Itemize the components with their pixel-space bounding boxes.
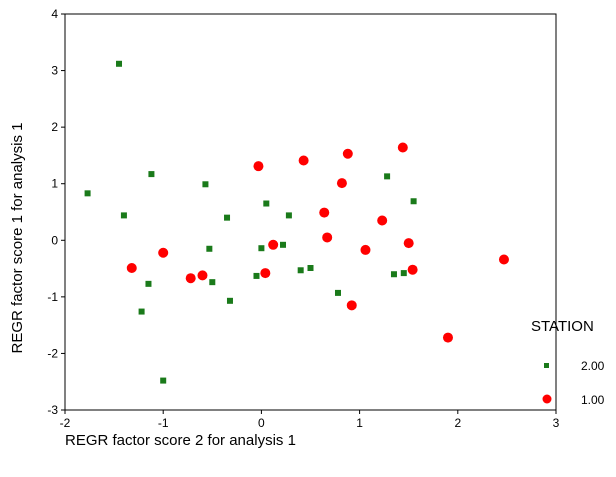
point-station-1-00 [498, 254, 509, 265]
point-station-1-00 [397, 142, 408, 153]
point-station-2-00 [226, 297, 233, 304]
point-station-1-00 [298, 155, 309, 166]
point-station-1-00 [377, 215, 388, 226]
point-station-2-00 [160, 377, 167, 384]
point-station-1-00 [268, 239, 279, 250]
point-station-2-00 [148, 171, 155, 178]
point-station-1-00 [336, 178, 347, 189]
x-tick-label: 2 [454, 416, 461, 430]
y-tick-label: 1 [51, 177, 58, 191]
legend-marker-circle [542, 394, 552, 404]
point-station-1-00 [319, 207, 330, 218]
point-station-2-00 [390, 271, 397, 278]
point-station-2-00 [400, 270, 407, 277]
point-station-2-00 [263, 200, 270, 207]
point-station-2-00 [258, 245, 265, 252]
legend-marker-square [544, 363, 549, 368]
legend-label-1-00: 1.00 [581, 393, 605, 407]
point-station-1-00 [253, 161, 264, 172]
point-station-2-00 [224, 214, 231, 221]
y-tick-label: 0 [51, 233, 58, 247]
data-points [84, 60, 509, 384]
point-station-1-00 [342, 148, 353, 159]
x-tick-label: 1 [356, 416, 363, 430]
x-tick-label: 0 [258, 416, 265, 430]
y-tick-label: 3 [51, 64, 58, 78]
x-tick-label: -1 [158, 416, 169, 430]
point-station-1-00 [322, 232, 333, 243]
point-station-1-00 [360, 244, 371, 255]
x-axis: -2 -1 0 1 2 3 [60, 410, 560, 430]
point-station-2-00 [120, 212, 127, 219]
point-station-2-00 [145, 280, 152, 287]
plot-frame [64, 13, 557, 411]
point-station-2-00 [253, 272, 260, 279]
point-station-1-00 [407, 264, 418, 275]
point-station-1-00 [185, 273, 196, 284]
point-station-1-00 [260, 268, 271, 279]
legend-title: STATION [531, 318, 594, 335]
point-station-1-00 [197, 270, 208, 281]
point-station-2-00 [410, 198, 417, 205]
point-station-2-00 [138, 308, 145, 315]
point-station-2-00 [297, 267, 304, 274]
y-tick-label: 2 [51, 120, 58, 134]
point-station-2-00 [206, 245, 213, 252]
legend: STATION 2.00 1.00 [531, 318, 605, 407]
y-tick-label: 4 [51, 7, 58, 21]
point-station-1-00 [126, 263, 137, 274]
x-tick-label: 3 [553, 416, 560, 430]
point-station-1-00 [158, 247, 169, 258]
y-tick-label: -2 [47, 346, 58, 360]
x-axis-title: REGR factor score 2 for analysis 1 [65, 432, 296, 449]
x-tick-label: -2 [60, 416, 71, 430]
point-station-1-00 [442, 332, 453, 343]
point-station-2-00 [84, 190, 91, 197]
y-tick-label: -3 [47, 403, 58, 417]
point-station-2-00 [280, 241, 287, 248]
point-station-2-00 [334, 289, 341, 296]
y-axis-title: REGR factor score 1 for analysis 1 [9, 123, 26, 354]
y-axis: -3 -2 -1 0 1 2 3 4 [47, 7, 65, 417]
point-station-2-00 [202, 181, 209, 188]
point-station-2-00 [307, 265, 314, 272]
point-station-2-00 [116, 60, 123, 67]
point-station-1-00 [346, 300, 357, 311]
point-station-2-00 [285, 212, 292, 219]
y-tick-label: -1 [47, 290, 58, 304]
point-station-1-00 [403, 238, 414, 249]
legend-label-2-00: 2.00 [581, 359, 605, 373]
point-station-2-00 [209, 279, 216, 286]
point-station-2-00 [384, 173, 391, 180]
